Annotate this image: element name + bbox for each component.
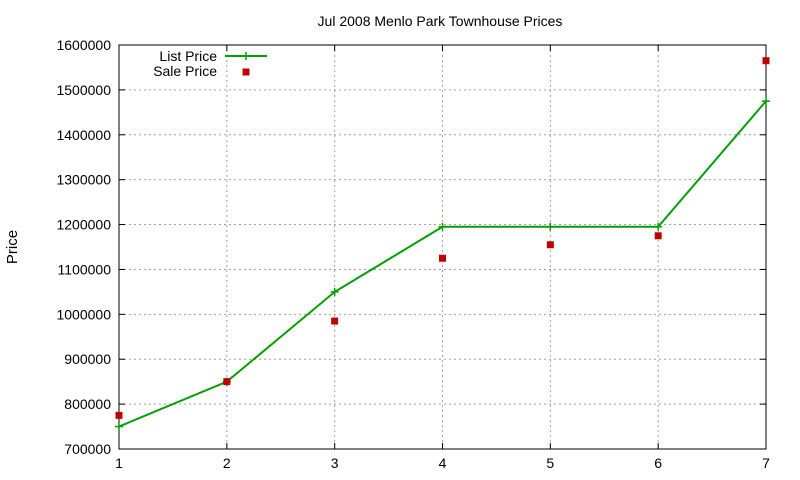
y-tick-label: 1400000 [56,127,111,143]
y-tick-label: 1100000 [58,261,112,277]
grid [119,45,766,449]
x-tick-label: 1 [115,455,123,471]
data-point-list-price [762,97,770,106]
y-tick-label: 1000000 [56,306,111,322]
data-point-sale-price [762,57,770,65]
data-point-list-price [438,222,447,231]
y-axis-label: Price [4,230,21,264]
data-point-list-price [330,287,339,296]
x-tick-label: 6 [654,455,662,471]
data-point-list-price [115,422,123,431]
legend: List Price Sale Price [153,48,267,79]
x-tick-label: 3 [331,455,339,471]
data-point-list-price [654,222,663,231]
data-point-sale-price [439,254,446,262]
y-tick-label: 1300000 [56,172,111,188]
data-point-sale-price [223,378,231,386]
y-tick-label: 1200000 [56,217,111,233]
data-point-list-price [546,222,555,231]
chart-title: Jul 2008 Menlo Park Townhouse Prices [318,13,563,29]
x-tick-label: 5 [546,455,554,471]
series-line-list-price [118,100,767,428]
legend-label-sale-price: Sale Price [153,63,217,79]
y-tick-label: 900000 [64,351,111,367]
data-point-sale-price [546,241,554,249]
y-tick-label: 800000 [64,396,111,412]
y-tick-label: 1600000 [56,37,111,53]
data-point-sale-price [654,232,662,240]
x-tick-label: 7 [762,455,770,471]
legend-swatch-list-price [225,52,267,60]
legend-swatch-sale-price [242,68,250,76]
data-point-sale-price [331,317,339,325]
series [115,57,770,431]
y-tick-label: 700000 [64,441,111,457]
legend-marker-list-price [242,52,250,60]
x-tick-label: 2 [223,455,231,471]
legend-marker-sale-price [242,68,250,76]
x-tick-label: 4 [439,455,447,471]
y-tick-label: 1500000 [56,82,111,98]
ticks: 1 2 3 4 5 6 7 700000 800000 900000 1000000 1100000 1… [56,37,770,471]
legend-label-list-price: List Price [159,48,217,64]
data-point-sale-price [115,411,123,419]
